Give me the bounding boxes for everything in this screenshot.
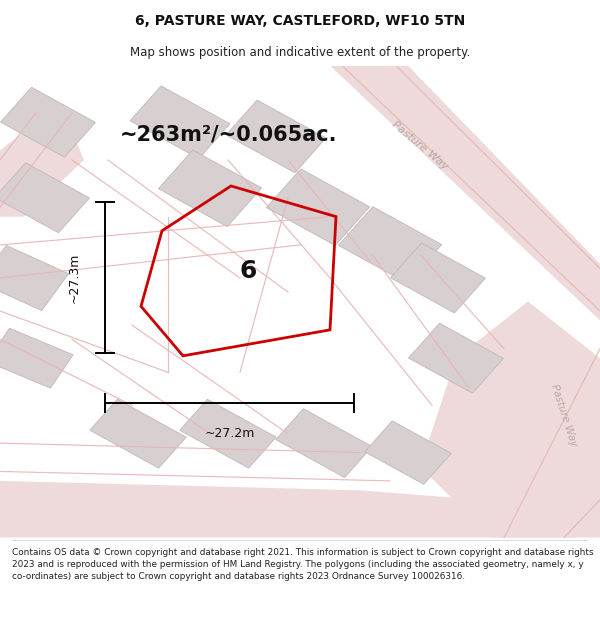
Polygon shape [158,150,262,227]
Polygon shape [0,328,73,388]
Text: 6, PASTURE WAY, CASTLEFORD, WF10 5TN: 6, PASTURE WAY, CASTLEFORD, WF10 5TN [135,14,465,28]
Polygon shape [420,301,600,538]
Polygon shape [391,243,485,313]
Polygon shape [0,481,600,538]
Polygon shape [330,66,600,321]
Polygon shape [409,323,503,393]
Text: ~27.2m: ~27.2m [205,427,254,439]
Polygon shape [0,162,89,232]
Polygon shape [90,399,186,468]
Text: ~263m²/~0.065ac.: ~263m²/~0.065ac. [119,124,337,144]
Text: Contains OS data © Crown copyright and database right 2021. This information is : Contains OS data © Crown copyright and d… [12,548,593,581]
Polygon shape [0,103,84,217]
Text: Pasture Way: Pasture Way [390,119,450,172]
Polygon shape [130,86,230,159]
Text: ~27.3m: ~27.3m [68,253,81,303]
Polygon shape [0,246,68,311]
Polygon shape [226,100,326,172]
Polygon shape [365,421,451,484]
Text: 6: 6 [240,259,257,283]
Polygon shape [276,409,372,478]
Polygon shape [180,399,276,468]
Text: Pasture Way: Pasture Way [549,382,579,447]
Text: Map shows position and indicative extent of the property.: Map shows position and indicative extent… [130,46,470,59]
Polygon shape [1,88,95,158]
Polygon shape [266,169,370,246]
Polygon shape [338,207,442,283]
